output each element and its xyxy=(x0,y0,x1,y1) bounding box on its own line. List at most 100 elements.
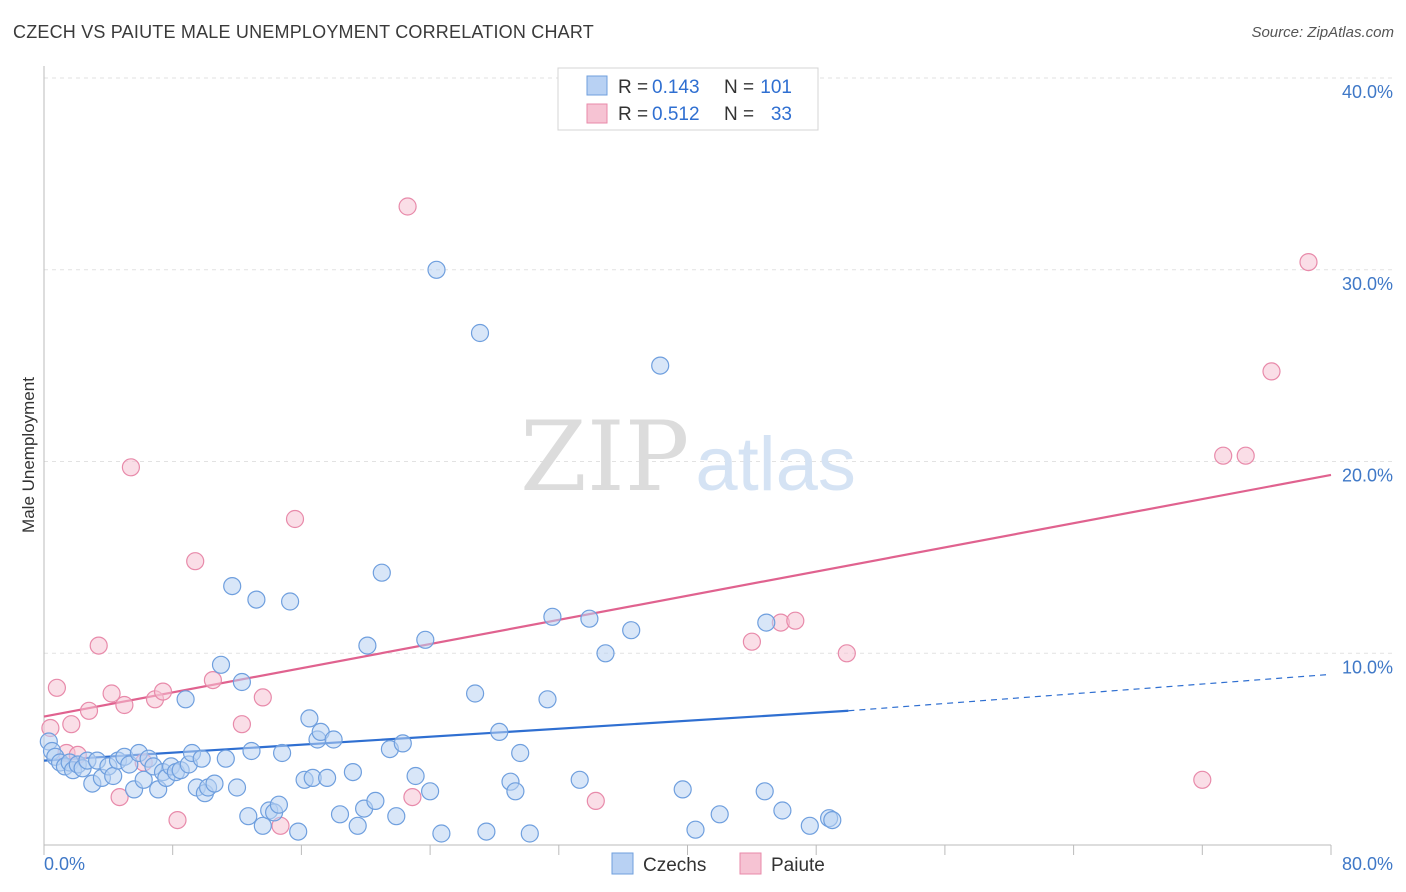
czechs-point xyxy=(506,782,525,801)
paiute-point xyxy=(586,791,605,811)
paiute-point xyxy=(285,509,305,529)
czechs-point xyxy=(416,630,435,649)
gridlines xyxy=(44,77,1392,654)
czechs-point xyxy=(406,766,425,786)
legend-czechs-n-value: 101 xyxy=(760,77,792,98)
paiute-point xyxy=(153,682,173,701)
czechs-point xyxy=(543,607,562,626)
legend-czechs-n-label: N = xyxy=(724,77,754,98)
x-tick-labels: 0.0% 80.0% xyxy=(44,854,1393,874)
paiute-trend-line xyxy=(43,473,1332,718)
bottom-legend-czechs-swatch xyxy=(611,852,634,875)
paiute-point xyxy=(110,787,129,807)
y-tick-label: 10.0% xyxy=(1342,657,1393,677)
czechs-point xyxy=(192,749,211,768)
czechs-point xyxy=(324,730,343,749)
czechs-point xyxy=(823,810,842,830)
watermark-zip: ZIP xyxy=(520,401,689,513)
czechs-point xyxy=(755,782,774,801)
czechs-point xyxy=(366,791,385,811)
czechs-point xyxy=(227,778,247,797)
paiute-point xyxy=(203,670,222,690)
paiute-point xyxy=(1236,446,1255,465)
y-axis-label: Male Unemployment xyxy=(19,377,38,533)
legend-czechs-r-value: 0.143 xyxy=(652,77,700,98)
paiute-point xyxy=(115,695,134,715)
paiute-point xyxy=(786,611,805,630)
legend-paiute-r-value: 0.512 xyxy=(652,104,700,125)
czechs-point xyxy=(242,741,261,761)
czechs-point xyxy=(773,801,792,820)
czechs-point xyxy=(211,655,231,674)
czechs-point xyxy=(570,770,589,789)
paiute-point xyxy=(102,684,121,703)
czechs-point xyxy=(281,592,300,611)
czechs-point xyxy=(253,816,272,835)
source-label: Source: ZipAtlas.com xyxy=(1251,24,1394,41)
czechs-points xyxy=(39,260,842,843)
czechs-point xyxy=(432,824,451,843)
czechs-point xyxy=(421,782,440,801)
legend-czechs-r-label: R = xyxy=(618,77,648,98)
czechs-trend-line xyxy=(43,709,849,762)
czechs-point xyxy=(223,576,242,596)
czechs-trend-extension xyxy=(848,673,1332,712)
watermark: ZIPatlas xyxy=(520,401,856,513)
paiute-point xyxy=(253,688,272,707)
czechs-point xyxy=(651,356,670,375)
czechs-point xyxy=(710,805,729,824)
legend-czechs-swatch xyxy=(586,75,608,96)
y-tick-label: 20.0% xyxy=(1342,466,1393,486)
paiute-point xyxy=(79,701,99,720)
y-tick-label: 40.0% xyxy=(1342,82,1393,102)
y-tick-labels: 10.0% 20.0% 30.0% 40.0% xyxy=(1342,82,1393,677)
legend-paiute-r-label: R = xyxy=(618,104,648,125)
czechs-point xyxy=(538,690,557,709)
bottom-legend-paiute-swatch xyxy=(739,852,762,875)
czechs-point xyxy=(205,774,224,793)
czechs-point xyxy=(470,323,490,343)
paiute-point xyxy=(186,552,205,571)
axes xyxy=(43,66,1332,855)
paiute-point xyxy=(121,458,140,477)
legend-paiute-swatch xyxy=(586,103,608,124)
czechs-point xyxy=(372,563,391,582)
x-tick-label-min: 0.0% xyxy=(44,854,85,874)
czechs-point xyxy=(216,749,235,768)
czechs-point xyxy=(300,709,319,728)
czechs-point xyxy=(490,722,509,742)
czechs-point xyxy=(176,690,195,709)
legend-paiute-n-label: N = xyxy=(724,104,754,125)
paiute-point xyxy=(1262,362,1281,381)
bottom-legend-czechs-label: Czechs xyxy=(643,855,706,876)
paiute-point xyxy=(1299,253,1318,272)
paiute-point xyxy=(403,787,422,807)
czechs-point xyxy=(330,805,350,824)
czechs-point xyxy=(686,820,705,839)
czechs-point xyxy=(477,822,496,841)
czechs-point xyxy=(580,609,599,628)
czechs-point xyxy=(239,807,258,826)
paiute-point xyxy=(742,632,762,651)
czechs-point xyxy=(343,762,362,782)
watermark-atlas: atlas xyxy=(695,422,856,507)
bottom-legend: Czechs Paiute xyxy=(611,852,825,876)
paiute-point xyxy=(398,197,417,216)
czechs-point xyxy=(511,743,530,763)
trend-lines xyxy=(43,473,1332,762)
paiute-point xyxy=(1214,446,1233,465)
czechs-point xyxy=(800,816,819,835)
czechs-point xyxy=(134,770,153,789)
bottom-legend-paiute-label: Paiute xyxy=(771,855,825,876)
x-tick-label-max: 80.0% xyxy=(1342,854,1393,874)
czechs-point xyxy=(466,684,485,703)
czechs-point xyxy=(348,816,367,835)
czechs-point xyxy=(520,824,539,843)
czechs-point xyxy=(596,644,615,663)
y-tick-label: 30.0% xyxy=(1342,274,1393,294)
chart-title: CZECH VS PAIUTE MALE UNEMPLOYMENT CORREL… xyxy=(13,22,594,42)
czechs-point xyxy=(289,822,308,841)
legend: R = 0.143 N = 101 R = 0.512 N = 33 xyxy=(557,67,819,131)
czechs-point xyxy=(387,807,406,826)
